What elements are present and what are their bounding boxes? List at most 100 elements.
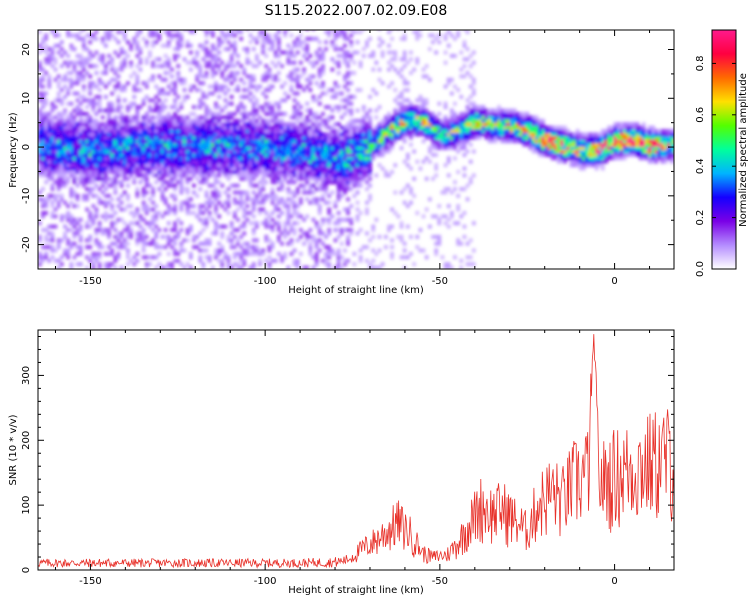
heatmap-cell	[468, 111, 473, 116]
heatmap-cell	[437, 204, 442, 209]
heatmap-cell	[302, 71, 306, 75]
heatmap-cell	[201, 180, 206, 185]
heatmap-cell	[104, 33, 108, 38]
heatmap-cell	[170, 228, 174, 232]
heatmap-cell	[229, 122, 234, 127]
heatmap-cell	[330, 132, 335, 137]
heatmap-cell	[418, 122, 423, 127]
heatmap-cell	[560, 132, 564, 137]
heatmap-cell	[47, 81, 52, 86]
heatmap-cell	[472, 149, 476, 154]
heatmap-cell	[217, 50, 221, 55]
heatmap-cell	[185, 238, 190, 243]
heatmap-cell	[242, 94, 247, 99]
heatmap-cell	[179, 180, 184, 185]
heatmap-cell	[185, 60, 190, 65]
heatmap-cell	[148, 98, 152, 103]
heatmap-cell	[94, 122, 99, 127]
heatmap-cell	[78, 234, 83, 239]
heatmap-cell	[302, 146, 306, 151]
heatmap-cell	[255, 166, 259, 171]
heatmap-cell	[91, 64, 96, 69]
heatmap-cell	[314, 132, 319, 137]
heatmap-cell	[66, 60, 70, 65]
heatmap-cell	[339, 105, 344, 110]
heatmap-cell	[528, 118, 533, 123]
heatmap-cell	[355, 183, 360, 188]
heatmap-cell	[151, 98, 155, 103]
heatmap-cell	[144, 135, 149, 140]
heatmap-cell	[110, 214, 114, 219]
heatmap-cell	[283, 163, 287, 168]
heatmap-cell	[179, 77, 184, 82]
heatmap-cell	[358, 149, 363, 154]
heatmap-cell	[154, 84, 159, 89]
heatmap-cell	[179, 152, 184, 157]
heatmap-cell	[280, 159, 284, 164]
heatmap-cell	[233, 71, 237, 75]
heatmap-cell	[207, 108, 212, 113]
heatmap-cell	[289, 132, 294, 137]
heatmap-cell	[289, 190, 294, 195]
heatmap-cell	[148, 152, 152, 157]
heatmap-cell	[226, 173, 231, 178]
heatmap-cell	[166, 183, 171, 188]
heatmap-cell	[339, 173, 344, 178]
heatmap-cell	[534, 125, 539, 130]
heatmap-cell	[264, 135, 269, 140]
heatmap-cell	[261, 152, 265, 157]
heatmap-cell	[119, 129, 124, 133]
heatmap-cell	[343, 84, 347, 89]
heatmap-cell	[182, 94, 187, 99]
heatmap-cell	[459, 146, 464, 151]
heatmap-cell	[563, 156, 567, 161]
heatmap-cell	[151, 217, 155, 222]
heatmap-cell	[229, 60, 234, 65]
heatmap-cell	[138, 231, 143, 236]
heatmap-cell	[264, 173, 269, 178]
heatmap-cell	[100, 135, 105, 140]
heatmap-cell	[361, 156, 366, 161]
heatmap-cell	[50, 142, 55, 147]
heatmap-cell	[85, 129, 89, 133]
heatmap-cell	[478, 135, 482, 140]
heatmap-cell	[220, 156, 225, 161]
heatmap-cell	[365, 132, 369, 137]
heatmap-cell	[295, 170, 300, 174]
heatmap-cell	[144, 118, 149, 123]
heatmap-cell	[412, 111, 416, 116]
heatmap-cell	[349, 139, 354, 144]
heatmap-cell	[220, 224, 225, 229]
heatmap-cell	[236, 228, 240, 232]
heatmap-cell	[321, 183, 325, 188]
heatmap-cell	[192, 105, 196, 110]
heatmap-cell	[151, 214, 155, 219]
heatmap-cell	[207, 139, 212, 144]
heatmap-cell	[38, 50, 42, 55]
heatmap-cell	[324, 251, 328, 256]
heatmap-cell	[107, 105, 111, 110]
heatmap-cell	[277, 53, 281, 58]
heatmap-cell	[144, 84, 149, 89]
heatmap-cell	[283, 81, 287, 86]
heatmap-cell	[380, 125, 385, 130]
heatmap-cell	[512, 111, 517, 116]
heatmap-cell	[277, 43, 281, 48]
heatmap-cell	[47, 132, 52, 137]
heatmap-cell	[44, 170, 48, 174]
heatmap-cell	[336, 262, 341, 267]
heatmap-cell	[154, 214, 159, 219]
heatmap-cell	[104, 187, 108, 192]
heatmap-cell	[151, 132, 155, 137]
heatmap-cell	[550, 125, 555, 130]
heatmap-cell	[585, 152, 589, 157]
heatmap-cell	[336, 129, 341, 133]
heatmap-cell	[176, 71, 181, 75]
heatmap-cell	[78, 139, 83, 144]
heatmap-cell	[214, 159, 218, 164]
heatmap-cell	[302, 129, 306, 133]
heatmap-cell	[242, 108, 247, 113]
heatmap-cell	[544, 129, 549, 133]
heatmap-cell	[226, 211, 231, 215]
heatmap-cell	[308, 228, 313, 232]
